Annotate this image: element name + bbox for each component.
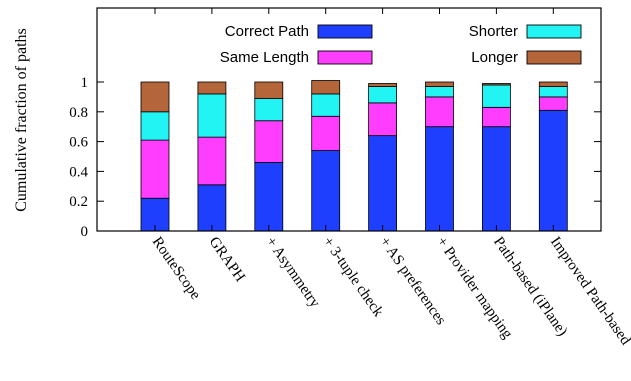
- bar-segment-correct-path: [254, 162, 284, 232]
- bar-segment-longer: [197, 81, 227, 95]
- y-axis: 0 0.2 0.4 0.6 0.8 1: [69, 75, 601, 240]
- bar-segment-same-length: [311, 115, 341, 151]
- bar-segment-same-length: [140, 139, 170, 199]
- y-tick-label: 0.6: [69, 135, 88, 151]
- legend-swatch: [526, 24, 582, 39]
- y-tick-label: 0.8: [69, 105, 88, 121]
- bar-segment-shorter: [140, 111, 170, 141]
- bar-segment-shorter: [481, 84, 511, 108]
- bar-segment-longer: [140, 81, 170, 113]
- bar-segment-shorter: [197, 93, 227, 138]
- bar-segment-same-length: [197, 136, 227, 186]
- bar-segment-same-length: [425, 96, 454, 128]
- y-tick-label: 0.2: [69, 194, 88, 210]
- legend: Correct Path Same Length Shorter Longer: [220, 23, 582, 66]
- x-tick-label: RouteScope: [149, 234, 204, 303]
- legend-label: Correct Path: [225, 23, 309, 40]
- bar-segment-same-length: [254, 120, 284, 163]
- legend-label: Shorter: [469, 23, 518, 40]
- x-tick-label: + Asymmetry: [263, 234, 324, 311]
- bar-segment-shorter: [368, 86, 398, 104]
- legend-swatch: [526, 50, 582, 65]
- bar-segment-shorter: [538, 86, 568, 98]
- legend-swatch: [317, 50, 373, 65]
- bar-segment-shorter: [311, 93, 341, 117]
- bar-segment-correct-path: [425, 126, 454, 232]
- legend-swatch: [317, 24, 373, 39]
- bar-segment-same-length: [368, 102, 398, 137]
- bar-segment-longer: [538, 81, 568, 87]
- legend-label: Same Length: [220, 49, 309, 66]
- bar-segment-correct-path: [197, 184, 227, 232]
- bar-segment-correct-path: [368, 135, 398, 232]
- y-tick-label: 0: [81, 224, 89, 240]
- bar-segment-longer: [368, 83, 398, 87]
- x-tick-label: GRAPH: [206, 234, 248, 285]
- bar-segment-correct-path: [538, 109, 568, 232]
- bar-segment-longer: [311, 80, 341, 95]
- legend-label: Longer: [471, 49, 518, 66]
- x-tick-label: + 3-tuple check: [319, 234, 386, 320]
- bar-segment-correct-path: [311, 150, 341, 232]
- bar-segment-shorter: [425, 86, 454, 98]
- bar-segment-longer: [425, 81, 454, 87]
- bar-segment-same-length: [481, 106, 511, 128]
- bar-segment-shorter: [254, 97, 284, 122]
- bar-segment-same-length: [538, 96, 568, 111]
- bars-layer: [140, 80, 568, 232]
- bar-segment-longer: [481, 83, 511, 86]
- bar-segment-correct-path: [481, 126, 511, 232]
- y-axis-title: Cumulative fraction of paths: [13, 28, 30, 212]
- y-tick-label: 1: [81, 75, 89, 91]
- plot-frame: [96, 7, 602, 232]
- y-tick-label: 0.4: [69, 164, 88, 180]
- bar-segment-longer: [254, 81, 284, 99]
